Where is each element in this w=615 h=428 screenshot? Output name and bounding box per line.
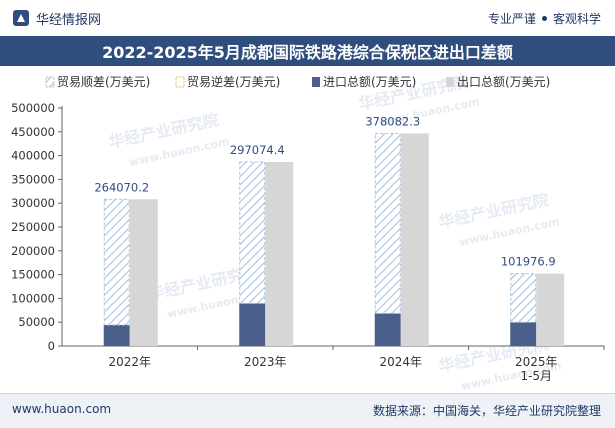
x-tick-label-line: 2025年 <box>515 355 558 369</box>
y-tick-label: 400000 <box>11 149 55 163</box>
brand-name: 华经情报网 <box>36 12 102 28</box>
dot-separator-icon <box>541 15 547 21</box>
bar-group: 101976.9 <box>501 255 605 350</box>
x-axis: 2022年 2023年 2024年 2025年 1-5月 <box>108 355 557 383</box>
legend-swatch-import <box>312 77 320 87</box>
legend-swatch-surplus <box>45 76 55 88</box>
footer-source: 数据来源：中国海关，华经产业研究院整理 <box>372 404 601 418</box>
y-tick-label: 500000 <box>11 101 55 115</box>
bar-export <box>129 199 158 346</box>
bar-value-label: 101976.9 <box>501 255 556 269</box>
legend-item: 出口总额(万美元) <box>446 75 550 89</box>
footer: www.huaon.com 数据来源：中国海关，华经产业研究院整理 <box>0 393 615 428</box>
bar-export <box>536 273 565 346</box>
bar-import <box>103 324 130 346</box>
legend: 贸易顺差(万美元) 贸易逆差(万美元) 进口总额(万美元) 出口总额(万美元) <box>45 74 550 89</box>
y-tick-label: 200000 <box>11 244 55 258</box>
legend-item: 贸易顺差(万美元) <box>45 75 150 89</box>
y-axis: 0 50000 100000 150000 200000 250000 300000 3500… <box>11 101 604 353</box>
x-tick-label-line: 2024年 <box>379 355 422 369</box>
y-tick-label: 0 <box>48 339 55 353</box>
y-tick-label: 450000 <box>11 125 55 139</box>
bar-chart: 华经产业研究院www.huaon.com华经产业研究院www.huaon.com… <box>11 72 605 393</box>
y-tick-label: 250000 <box>11 220 55 234</box>
x-tick-label-line: 2023年 <box>244 355 287 369</box>
x-tick-label-line: 1-5月 <box>520 369 552 383</box>
slogan-left: 专业严谨 <box>487 11 536 26</box>
y-tick-label: 100000 <box>11 291 55 305</box>
x-tick-label-line: 2022年 <box>108 355 151 369</box>
bar-group: 378082.3 <box>365 114 469 350</box>
footer-website[interactable]: www.huaon.com <box>12 402 112 416</box>
legend-swatch-deficit <box>175 76 185 88</box>
bar-value-label: 297074.4 <box>230 143 285 157</box>
x-tick-label: 2023年 <box>244 355 287 369</box>
y-tick-label: 50000 <box>18 315 55 329</box>
bar-surplus <box>239 161 266 304</box>
bar-value-label: 264070.2 <box>94 180 149 194</box>
bar-export <box>265 161 294 346</box>
bars: 264070.2 297074.4 378082.3 101976.9 <box>94 114 605 350</box>
legend-label: 进口总额(万美元) <box>323 75 416 89</box>
y-tick-label: 350000 <box>11 172 55 186</box>
chart-title: 2022-2025年5月成都国际铁路港综合保税区进出口差额 <box>0 36 615 66</box>
top-bar: 华经情报网 专业严谨 客观科学 <box>0 0 615 34</box>
y-tick-label: 300000 <box>11 196 55 210</box>
brand[interactable]: 华经情报网 <box>12 9 102 28</box>
legend-item: 贸易逆差(万美元) <box>175 74 280 89</box>
legend-label: 贸易逆差(万美元) <box>187 74 280 89</box>
bar-surplus <box>374 132 401 314</box>
bar-value-label: 378082.3 <box>365 114 420 128</box>
legend-label: 贸易顺差(万美元) <box>57 75 150 89</box>
legend-label: 出口总额(万美元) <box>457 75 550 89</box>
bar-group: 264070.2 <box>94 180 198 350</box>
x-tick-label: 2024年 <box>379 355 422 369</box>
bar-surplus <box>510 273 537 323</box>
legend-item: 进口总额(万美元) <box>312 75 416 89</box>
bar-import <box>510 322 537 346</box>
legend-swatch-export <box>446 77 454 87</box>
bar-export <box>400 133 429 346</box>
bar-surplus <box>103 198 130 326</box>
slogan: 专业严谨 客观科学 <box>488 9 601 27</box>
watermark-layer: 华经产业研究院www.huaon.com华经产业研究院www.huaon.com… <box>107 72 563 393</box>
x-tick-label: 2025年 1-5月 <box>515 355 558 383</box>
brand-logo-icon <box>13 10 29 26</box>
x-tick-label: 2022年 <box>108 355 151 369</box>
bar-group: 297074.4 <box>230 143 334 350</box>
slogan-right: 客观科学 <box>552 11 601 26</box>
bar-import <box>239 303 266 346</box>
y-tick-label: 150000 <box>11 268 55 282</box>
bar-import <box>374 313 401 346</box>
